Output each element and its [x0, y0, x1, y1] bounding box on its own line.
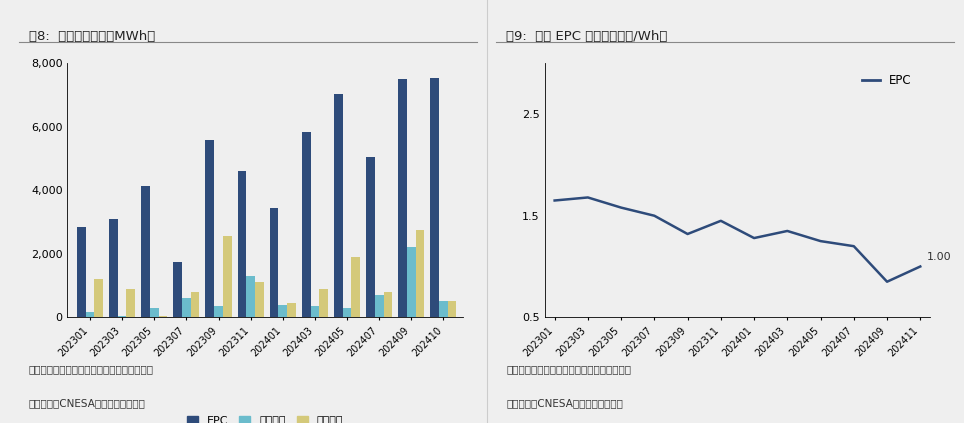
Bar — [214, 306, 223, 317]
Bar — [310, 306, 319, 317]
Bar — [150, 308, 158, 317]
Bar — [270, 208, 279, 317]
Text: 图8:  储能项目中标（MWh）: 图8: 储能项目中标（MWh） — [29, 30, 155, 43]
Bar — [415, 230, 424, 317]
Bar — [77, 227, 86, 317]
Bar — [254, 283, 263, 317]
Text: 数据来源：北极星储能网，储能与电力市场，: 数据来源：北极星储能网，储能与电力市场， — [506, 364, 631, 374]
Bar — [158, 316, 167, 317]
Bar — [439, 301, 447, 317]
Bar — [398, 80, 407, 317]
Bar — [86, 313, 94, 317]
Text: 储能头条，CNESA，东吴证券研究所: 储能头条，CNESA，东吴证券研究所 — [506, 398, 623, 408]
Bar — [191, 292, 200, 317]
Bar — [384, 292, 392, 317]
Text: 图9:  储能 EPC 中标均价（元/Wh）: 图9: 储能 EPC 中标均价（元/Wh） — [506, 30, 667, 43]
Bar — [431, 78, 440, 317]
Bar — [94, 279, 103, 317]
Bar — [447, 301, 457, 317]
Bar — [141, 186, 150, 317]
Bar — [343, 308, 351, 317]
Bar — [407, 247, 415, 317]
Bar — [351, 257, 360, 317]
Legend: EPC, 储能设备, 储能系统: EPC, 储能设备, 储能系统 — [182, 412, 348, 423]
Text: 1.00: 1.00 — [927, 253, 951, 262]
Legend: EPC: EPC — [857, 69, 917, 92]
Bar — [302, 132, 310, 317]
Bar — [335, 93, 343, 317]
Bar — [247, 276, 254, 317]
Bar — [174, 262, 182, 317]
Bar — [205, 140, 214, 317]
Text: 数据来源：北极星储能网，储能与电力市场，: 数据来源：北极星储能网，储能与电力市场， — [29, 364, 154, 374]
Text: 储能头条，CNESA，东吴证券研究所: 储能头条，CNESA，东吴证券研究所 — [29, 398, 146, 408]
Bar — [182, 298, 191, 317]
Bar — [118, 316, 126, 317]
Bar — [126, 289, 135, 317]
Bar — [237, 171, 247, 317]
Bar — [223, 236, 231, 317]
Bar — [366, 157, 375, 317]
Bar — [109, 219, 118, 317]
Bar — [279, 305, 287, 317]
Bar — [319, 289, 328, 317]
Bar — [375, 295, 384, 317]
Bar — [287, 303, 296, 317]
